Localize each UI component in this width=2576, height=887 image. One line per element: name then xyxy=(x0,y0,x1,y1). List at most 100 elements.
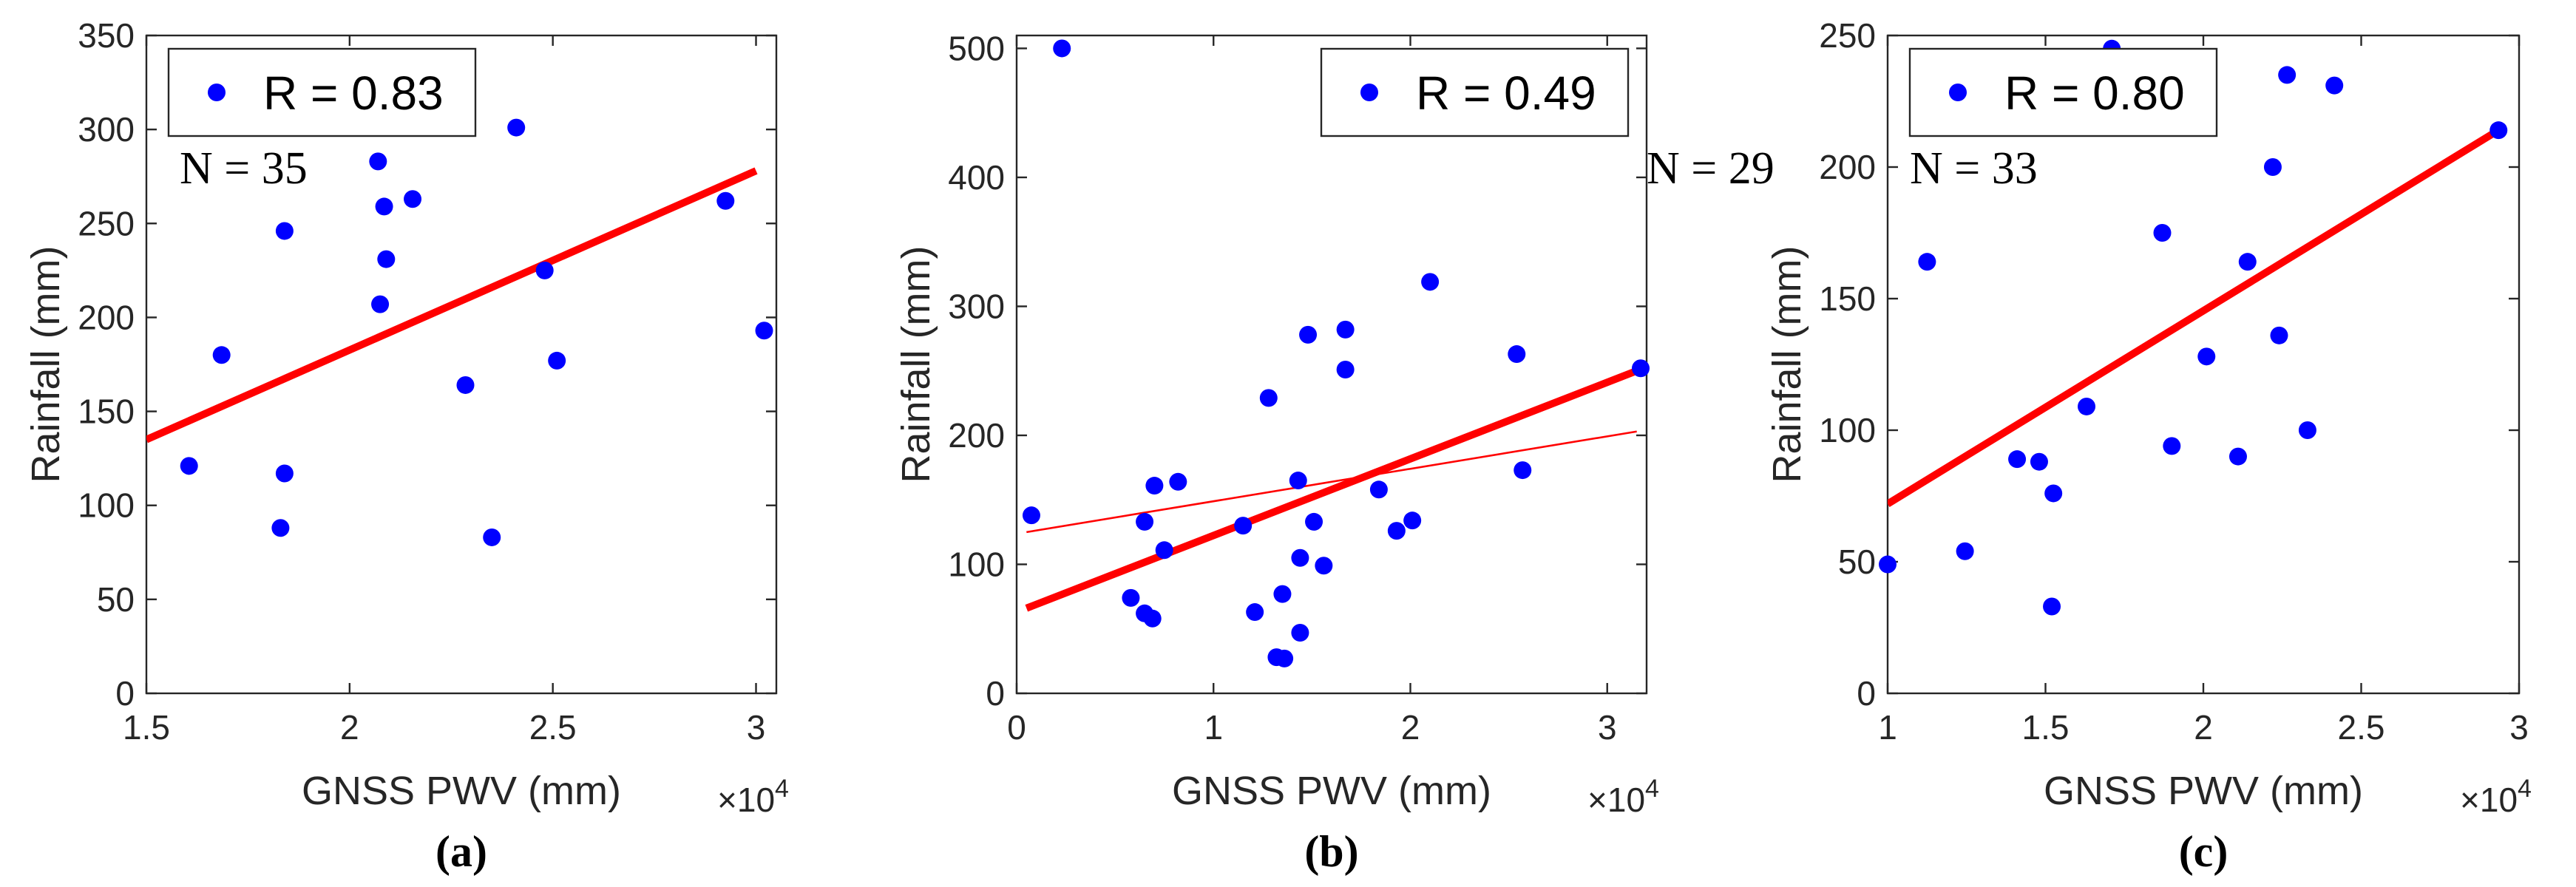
data-point xyxy=(1632,359,1650,378)
data-point xyxy=(2197,347,2216,366)
x-exponent: ×104 xyxy=(2460,775,2532,819)
sample-count: N = 33 xyxy=(1910,143,2038,194)
reference-line xyxy=(1026,430,1637,534)
data-point xyxy=(1387,522,1406,540)
data-point xyxy=(1259,389,1278,407)
plot-area xyxy=(1025,363,1647,612)
data-point xyxy=(1155,541,1173,560)
x-tick-label: 2.5 xyxy=(529,708,577,747)
y-axis-title: Rainfall (mm) xyxy=(894,245,938,483)
y-axis-title: Rainfall (mm) xyxy=(1765,245,1809,483)
data-point xyxy=(1275,649,1294,667)
x-exponent: ×104 xyxy=(1587,775,1659,819)
x-axis-title: GNSS PWV (mm) xyxy=(302,769,621,813)
data-point xyxy=(1136,512,1154,531)
y-tick-label: 200 xyxy=(78,298,135,336)
y-tick-label: 0 xyxy=(1857,674,1876,713)
y-tick-label: 250 xyxy=(1819,16,1876,55)
legend: R = 0.49 xyxy=(1320,47,1630,137)
x-exponent-power: 4 xyxy=(1645,775,1659,803)
data-point xyxy=(1956,542,1974,560)
data-point xyxy=(1336,320,1355,339)
regression-line xyxy=(146,167,758,444)
data-point xyxy=(716,191,735,210)
data-point xyxy=(2163,437,2181,455)
legend: R = 0.83 xyxy=(167,47,477,137)
axes-box xyxy=(145,34,778,695)
data-point xyxy=(1305,512,1323,531)
y-tick-label: 500 xyxy=(948,29,1005,67)
y-tick-label: 150 xyxy=(78,392,135,431)
x-axis-title: GNSS PWV (mm) xyxy=(2044,769,2363,813)
y-tick-label: 100 xyxy=(1819,411,1876,449)
data-point xyxy=(2030,452,2048,471)
legend: R = 0.80 xyxy=(1908,47,2218,137)
x-tick-label: 2 xyxy=(2194,708,2213,747)
data-point xyxy=(1246,603,1264,622)
y-tick-label: 100 xyxy=(78,486,135,525)
legend-label: R = 0.49 xyxy=(1416,67,1596,120)
data-point xyxy=(2298,421,2316,439)
x-tick-label: 2.5 xyxy=(2338,708,2385,747)
data-point xyxy=(275,222,294,240)
x-tick-label: 2 xyxy=(1401,708,1420,747)
x-tick-label: 0 xyxy=(1007,708,1026,747)
data-point xyxy=(1918,253,1936,271)
plot-area xyxy=(1888,126,2501,507)
data-point xyxy=(2008,450,2027,469)
x-tick-label: 3 xyxy=(747,708,766,747)
x-tick-label: 1.5 xyxy=(123,708,170,747)
data-point xyxy=(1879,555,1897,574)
legend-marker xyxy=(1360,84,1378,101)
y-tick-label: 50 xyxy=(1838,543,1876,581)
data-point xyxy=(2270,326,2288,344)
data-point xyxy=(1369,480,1388,499)
panel-label: (a) xyxy=(435,827,487,876)
data-point xyxy=(2278,66,2297,84)
data-point xyxy=(1514,461,1532,480)
y-tick-label: 50 xyxy=(97,580,135,619)
data-point xyxy=(2238,253,2257,271)
y-tick-label: 400 xyxy=(948,158,1005,197)
x-exponent-power: 4 xyxy=(2518,775,2532,803)
data-point xyxy=(212,346,231,364)
data-point xyxy=(375,197,393,216)
y-axis-title: Rainfall (mm) xyxy=(24,245,68,483)
y-tick-label: 250 xyxy=(78,204,135,242)
x-exponent-power: 4 xyxy=(775,775,789,803)
data-point xyxy=(1289,472,1307,490)
data-point xyxy=(271,519,290,537)
sample-count: N = 35 xyxy=(180,143,308,194)
y-tick-label: 150 xyxy=(1819,279,1876,318)
x-tick-label: 2 xyxy=(340,708,359,747)
panel-label: (c) xyxy=(2179,827,2228,876)
data-point xyxy=(377,250,396,268)
data-point xyxy=(535,261,554,279)
data-point xyxy=(1169,472,1187,491)
data-point xyxy=(369,152,387,171)
panel-label: (b) xyxy=(1304,827,1358,876)
y-tick-label: 100 xyxy=(948,545,1005,583)
y-tick-label: 200 xyxy=(1819,148,1876,186)
data-point xyxy=(1145,477,1164,495)
x-axis-title: GNSS PWV (mm) xyxy=(1172,769,1491,813)
x-exponent-base: ×10 xyxy=(717,781,775,819)
x-exponent: ×104 xyxy=(717,775,789,819)
data-point xyxy=(2489,121,2508,140)
data-point xyxy=(1291,623,1309,642)
plot-area xyxy=(146,167,758,444)
data-point xyxy=(1299,325,1318,344)
legend-marker xyxy=(1949,84,1967,101)
y-tick-label: 350 xyxy=(78,16,135,55)
legend-label: R = 0.80 xyxy=(2004,67,2185,120)
panel-1: 1.5 2 2.5 3 0 50 100 150 200 250 300 350 GNSS PWV (m… xyxy=(24,16,789,876)
data-point xyxy=(2263,158,2282,176)
sample-count: N = 29 xyxy=(1647,143,1775,194)
data-point xyxy=(1234,517,1253,535)
y-tick-label: 0 xyxy=(986,674,1005,713)
data-point xyxy=(2228,447,2247,466)
data-point xyxy=(180,457,198,475)
data-point xyxy=(1122,588,1140,607)
x-tick-label: 3 xyxy=(1598,708,1617,747)
